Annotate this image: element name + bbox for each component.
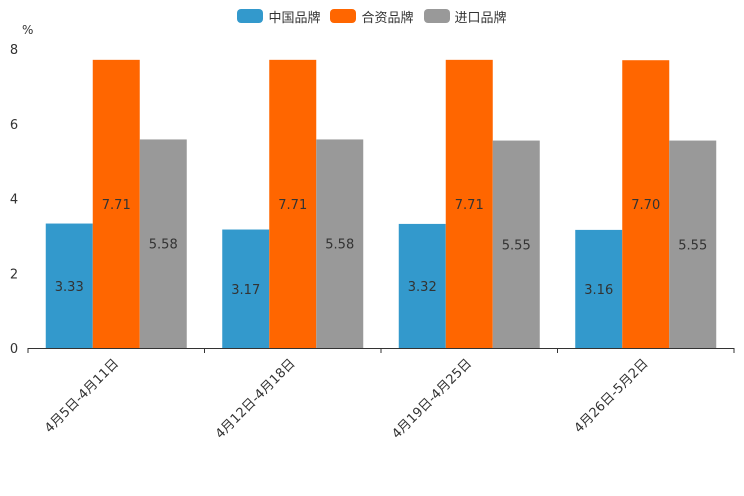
bar[interactable] [575, 229, 623, 348]
bar-group: 3.17 7.71 5.58 [222, 59, 364, 349]
bar[interactable] [492, 140, 540, 348]
x-tick-label: 4月19日-4月25日 [389, 356, 475, 442]
bar[interactable] [445, 59, 493, 349]
legend-item-china-brand[interactable]: 中国品牌 [237, 7, 320, 26]
bar-value-label: 5.58 [149, 238, 178, 253]
bar-value-label: 3.33 [55, 280, 84, 295]
bar-value-label: 5.55 [678, 238, 707, 253]
bar-value-label: 5.55 [502, 238, 531, 253]
legend-item-import-brand[interactable]: 进口品牌 [423, 7, 507, 26]
bar[interactable] [222, 229, 270, 348]
legend-item-joint-venture-brand[interactable]: 合资品牌 [330, 7, 414, 26]
legend: 中国品牌 合资品牌 进口品牌 [0, 6, 744, 26]
legend-label-joint-venture-brand: 合资品牌 [361, 10, 414, 26]
bar-group: 3.32 7.71 5.55 [398, 59, 540, 349]
bar-groups: 3.337.715.583.177.715.583.327.715.553.16… [45, 59, 717, 349]
bar-group: 3.33 7.71 5.58 [45, 59, 187, 349]
bar-value-label: 7.70 [631, 198, 660, 213]
bar[interactable] [92, 59, 140, 349]
bar-group: 3.16 7.70 5.55 [575, 60, 717, 349]
bar[interactable] [269, 59, 317, 349]
y-axis-ticks: 0 2 4 6 8 [10, 43, 18, 357]
legend-swatch-joint-venture-brand [330, 9, 357, 23]
bar[interactable] [622, 60, 670, 349]
x-tick-label: 4月12日-4月18日 [213, 356, 299, 442]
y-axis-unit-label: % [22, 23, 33, 37]
bar-value-label: 7.71 [102, 198, 131, 213]
bar[interactable] [316, 139, 364, 348]
y-tick-label: 2 [10, 267, 18, 282]
legend-label-china-brand: 中国品牌 [268, 10, 321, 26]
bar[interactable] [398, 223, 446, 348]
bar[interactable] [45, 223, 93, 348]
x-tick-label: 4月5日-4月11日 [42, 356, 122, 436]
y-tick-label: 6 [10, 118, 18, 133]
y-tick-label: 0 [10, 342, 18, 357]
bar-value-label: 7.71 [455, 198, 484, 213]
legend-label-import-brand: 进口品牌 [454, 10, 507, 26]
legend-swatch-import-brand [423, 9, 450, 23]
bar-value-label: 3.17 [231, 283, 260, 298]
bar-value-label: 3.16 [584, 283, 613, 298]
bar-value-label: 5.58 [325, 238, 354, 253]
bar[interactable] [139, 139, 187, 348]
y-tick-label: 8 [10, 43, 18, 58]
bar[interactable] [669, 140, 717, 348]
legend-swatch-china-brand [237, 9, 264, 23]
x-axis-ticks: 4月5日-4月11日 4月12日-4月18日 4月19日-4月25日 4月26日-5月… [27, 348, 735, 442]
x-tick-label: 4月26日-5月2日 [572, 356, 652, 436]
bar-value-label: 7.71 [278, 198, 307, 213]
y-tick-label: 4 [10, 193, 18, 208]
bar-value-label: 3.32 [408, 280, 437, 295]
